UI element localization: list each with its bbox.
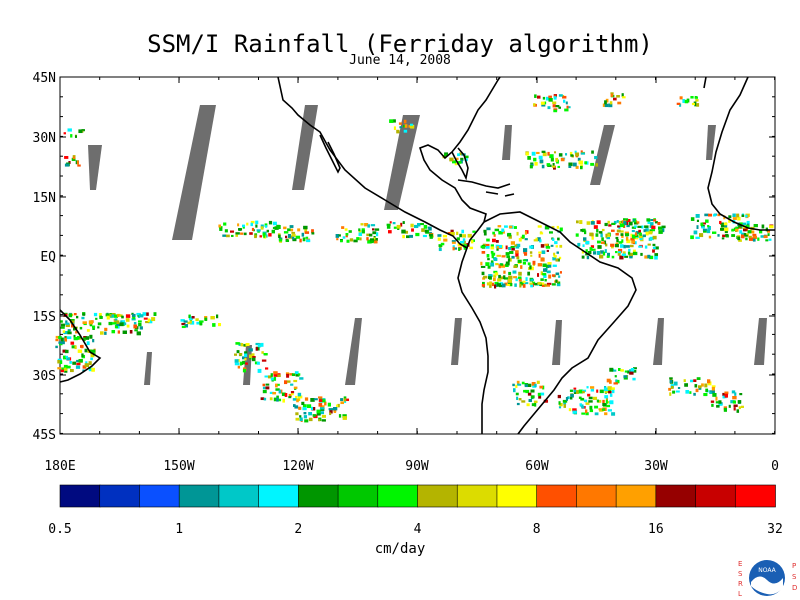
coast-florida <box>451 147 469 181</box>
coast-south-america <box>457 211 637 435</box>
swath-gap-9 <box>345 318 362 385</box>
swath-gap-12 <box>653 318 664 365</box>
colorbar-swatch-3 <box>178 484 220 508</box>
swath-gap-0 <box>172 105 216 240</box>
colorbar <box>59 484 776 508</box>
lat-label-5: 30S <box>33 369 56 384</box>
colorbar-swatch-7 <box>337 484 379 508</box>
lat-label-6: 45S <box>33 428 56 443</box>
colorbar-swatch-1 <box>99 484 141 508</box>
lat-label-1: 30N <box>33 131 56 146</box>
colorbar-swatch-10 <box>456 484 498 508</box>
colorbar-swatch-11 <box>496 484 538 508</box>
coast-iberia <box>703 76 707 89</box>
colorbar-swatch-5 <box>258 484 300 508</box>
swath-gap-5 <box>590 125 615 185</box>
colorbar-tick-1: 1 <box>175 522 183 537</box>
colorbar-swatch-2 <box>139 484 180 508</box>
lat-label-2: 15N <box>33 191 56 206</box>
coastlines <box>59 76 775 435</box>
swath-gap-10 <box>451 318 462 365</box>
colorbar-swatch-12 <box>536 484 578 508</box>
colorbar-swatch-17 <box>734 484 776 508</box>
lon-label-5: 30W <box>644 459 668 474</box>
colorbar-tick-0: 0.5 <box>48 522 71 537</box>
colorbar-swatch-14 <box>615 484 657 508</box>
lon-label-2: 120W <box>282 459 313 474</box>
colorbar-swatch-4 <box>218 484 260 508</box>
logo-letter-right-0: P <box>792 562 796 570</box>
colorbar-tick-5: 16 <box>648 522 664 537</box>
lat-label-3: EQ <box>40 250 56 265</box>
coast-australia <box>59 309 102 383</box>
logo-letter-left-0: E <box>738 560 742 568</box>
logo-letter-left-3: L <box>738 590 742 598</box>
logo-letter-left-1: S <box>738 570 743 578</box>
swath-gap-7 <box>144 352 152 385</box>
logo-letter-right-1: S <box>792 573 797 581</box>
logo-letter-left-2: R <box>738 580 743 588</box>
latitude-labels: 45N 30N 15N EQ 15S 30S 45S <box>33 71 57 443</box>
lon-label-1: 150W <box>163 459 194 474</box>
lat-label-0: 45N <box>33 71 56 86</box>
map-title: SSM/I Rainfall (Ferriday algorithm) <box>147 30 653 58</box>
axis-ticks <box>59 76 776 435</box>
colorbar-unit-label: cm/day <box>374 541 426 557</box>
logo-letter-right-2: D <box>792 584 797 592</box>
coast-baja <box>319 134 341 174</box>
colorbar-swatch-15 <box>655 484 697 508</box>
colorbar-swatch-8 <box>377 484 419 508</box>
colorbar-tick-6: 32 <box>767 522 783 537</box>
lat-label-4: 15S <box>33 310 56 325</box>
swath-gap-4 <box>502 125 512 160</box>
map-date: June 14, 2008 <box>349 53 451 68</box>
colorbar-swatch-0 <box>59 484 101 508</box>
noaa-badge-text: NOAA <box>758 567 776 574</box>
lon-label-4: 60W <box>525 459 549 474</box>
coast-africa <box>707 76 775 231</box>
colorbar-tick-labels: 0.5 1 2 4 8 16 32 <box>48 522 783 537</box>
colorbar-swatch-13 <box>576 484 617 508</box>
colorbar-swatch-9 <box>417 484 459 508</box>
coast-caribbean <box>457 179 515 197</box>
colorbar-swatch-6 <box>298 484 339 508</box>
map-frame <box>59 76 776 435</box>
lon-label-6: 0 <box>771 459 779 474</box>
swath-gap-3 <box>384 115 420 210</box>
swath-gap-11 <box>552 320 562 365</box>
colorbar-tick-3: 4 <box>414 522 422 537</box>
lon-label-0: 180E <box>44 459 75 474</box>
lon-label-3: 90W <box>405 459 429 474</box>
swath-gap-6 <box>706 125 716 160</box>
swath-gaps <box>88 105 767 385</box>
swath-gap-1 <box>88 145 102 190</box>
colorbar-swatch-16 <box>695 484 737 508</box>
swath-gap-13 <box>754 318 767 365</box>
longitude-labels: 180E 150W 120W 90W 60W 30W 0 <box>44 459 779 474</box>
colorbar-tick-4: 8 <box>533 522 541 537</box>
colorbar-tick-2: 2 <box>294 522 302 537</box>
